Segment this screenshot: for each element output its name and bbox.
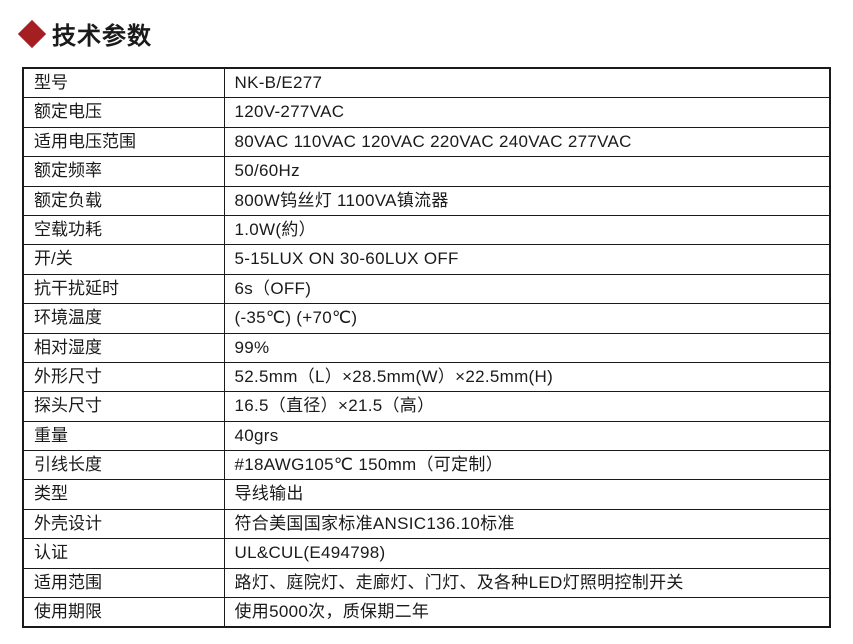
- spec-label: 空载功耗: [23, 215, 224, 244]
- table-row: 类型 导线输出: [23, 480, 830, 509]
- table-row: 额定电压 120V-277VAC: [23, 98, 830, 127]
- spec-label: 额定负载: [23, 186, 224, 215]
- spec-label: 认证: [23, 539, 224, 568]
- table-row: 开/关 5-15LUX ON 30-60LUX OFF: [23, 245, 830, 274]
- spec-label: 使用期限: [23, 598, 224, 628]
- spec-value: 800W钨丝灯 1100VA镇流器: [224, 186, 830, 215]
- spec-value: NK-B/E277: [224, 68, 830, 98]
- table-row: 空载功耗 1.0W(約）: [23, 215, 830, 244]
- spec-value: 99%: [224, 333, 830, 362]
- spec-value: 1.0W(約）: [224, 215, 830, 244]
- table-row: 引线长度 #18AWG105℃ 150mm（可定制）: [23, 451, 830, 480]
- table-row: 使用期限 使用5000次，质保期二年: [23, 598, 830, 628]
- spec-value: 使用5000次，质保期二年: [224, 598, 830, 628]
- spec-label: 开/关: [23, 245, 224, 274]
- table-row: 重量 40grs: [23, 421, 830, 450]
- spec-label: 类型: [23, 480, 224, 509]
- table-row: 相对湿度 99%: [23, 333, 830, 362]
- spec-table-body: 型号 NK-B/E277 额定电压 120V-277VAC 适用电压范围 80V…: [23, 68, 830, 627]
- section-title: 技术参数: [52, 16, 152, 51]
- spec-label: 额定频率: [23, 157, 224, 186]
- spec-value: 导线输出: [224, 480, 830, 509]
- spec-value: 80VAC 110VAC 120VAC 220VAC 240VAC 277VAC: [224, 127, 830, 156]
- spec-label: 抗干扰延时: [23, 274, 224, 303]
- diamond-icon: [18, 19, 46, 47]
- table-row: 环境温度 (-35℃) (+70℃): [23, 304, 830, 333]
- spec-label: 适用电压范围: [23, 127, 224, 156]
- spec-label: 环境温度: [23, 304, 224, 333]
- table-row: 型号 NK-B/E277: [23, 68, 830, 98]
- table-row: 抗干扰延时 6s（OFF): [23, 274, 830, 303]
- spec-label: 探头尺寸: [23, 392, 224, 421]
- spec-label: 重量: [23, 421, 224, 450]
- table-row: 认证 UL&CUL(E494798): [23, 539, 830, 568]
- table-row: 适用范围 路灯、庭院灯、走廊灯、门灯、及各种LED灯照明控制开关: [23, 568, 830, 597]
- spec-value: 50/60Hz: [224, 157, 830, 186]
- spec-value: 5-15LUX ON 30-60LUX OFF: [224, 245, 830, 274]
- spec-value: 路灯、庭院灯、走廊灯、门灯、及各种LED灯照明控制开关: [224, 568, 830, 597]
- spec-label: 额定电压: [23, 98, 224, 127]
- spec-value: UL&CUL(E494798): [224, 539, 830, 568]
- table-row: 适用电压范围 80VAC 110VAC 120VAC 220VAC 240VAC…: [23, 127, 830, 156]
- spec-value: 16.5（直径）×21.5（高）: [224, 392, 830, 421]
- spec-value: 符合美国国家标准ANSIC136.10标准: [224, 509, 830, 538]
- table-row: 额定负载 800W钨丝灯 1100VA镇流器: [23, 186, 830, 215]
- spec-value: 40grs: [224, 421, 830, 450]
- table-row: 外形尺寸 52.5mm（L）×28.5mm(W）×22.5mm(H): [23, 362, 830, 391]
- table-row: 外壳设计 符合美国国家标准ANSIC136.10标准: [23, 509, 830, 538]
- spec-value: 52.5mm（L）×28.5mm(W）×22.5mm(H): [224, 362, 830, 391]
- spec-label: 型号: [23, 68, 224, 98]
- table-row: 额定频率 50/60Hz: [23, 157, 830, 186]
- spec-value: 120V-277VAC: [224, 98, 830, 127]
- spec-value: #18AWG105℃ 150mm（可定制）: [224, 451, 830, 480]
- spec-value: 6s（OFF): [224, 274, 830, 303]
- spec-label: 外形尺寸: [23, 362, 224, 391]
- spec-label: 适用范围: [23, 568, 224, 597]
- spec-label: 引线长度: [23, 451, 224, 480]
- spec-table: 型号 NK-B/E277 额定电压 120V-277VAC 适用电压范围 80V…: [22, 67, 831, 628]
- spec-label: 外壳设计: [23, 509, 224, 538]
- spec-label: 相对湿度: [23, 333, 224, 362]
- table-row: 探头尺寸 16.5（直径）×21.5（高）: [23, 392, 830, 421]
- spec-value: (-35℃) (+70℃): [224, 304, 830, 333]
- section-header: 技术参数: [22, 16, 831, 51]
